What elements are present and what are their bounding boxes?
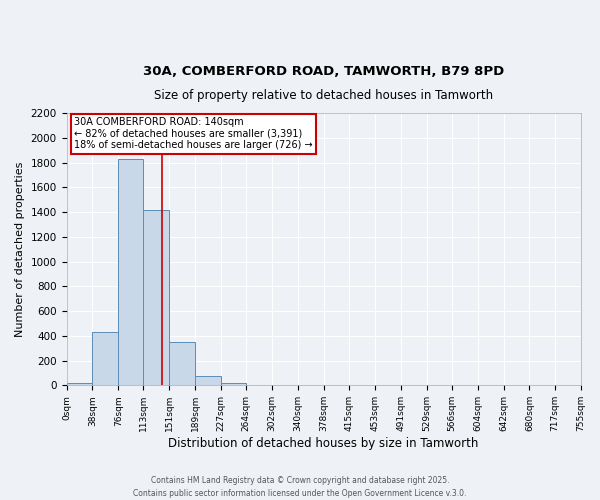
Text: 30A COMBERFORD ROAD: 140sqm
← 82% of detached houses are smaller (3,391)
18% of : 30A COMBERFORD ROAD: 140sqm ← 82% of det… xyxy=(74,117,313,150)
Bar xyxy=(118,159,143,386)
Text: 30A, COMBERFORD ROAD, TAMWORTH, B79 8PD: 30A, COMBERFORD ROAD, TAMWORTH, B79 8PD xyxy=(143,64,504,78)
Bar xyxy=(67,384,92,386)
Y-axis label: Number of detached properties: Number of detached properties xyxy=(15,162,25,337)
X-axis label: Distribution of detached houses by size in Tamworth: Distribution of detached houses by size … xyxy=(169,437,479,450)
Bar xyxy=(221,383,246,386)
Bar xyxy=(169,342,195,386)
Bar xyxy=(92,332,118,386)
Text: Contains HM Land Registry data © Crown copyright and database right 2025.
Contai: Contains HM Land Registry data © Crown c… xyxy=(133,476,467,498)
Text: Size of property relative to detached houses in Tamworth: Size of property relative to detached ho… xyxy=(154,89,493,102)
Bar xyxy=(143,210,169,386)
Bar xyxy=(246,384,272,386)
Bar xyxy=(195,376,221,386)
